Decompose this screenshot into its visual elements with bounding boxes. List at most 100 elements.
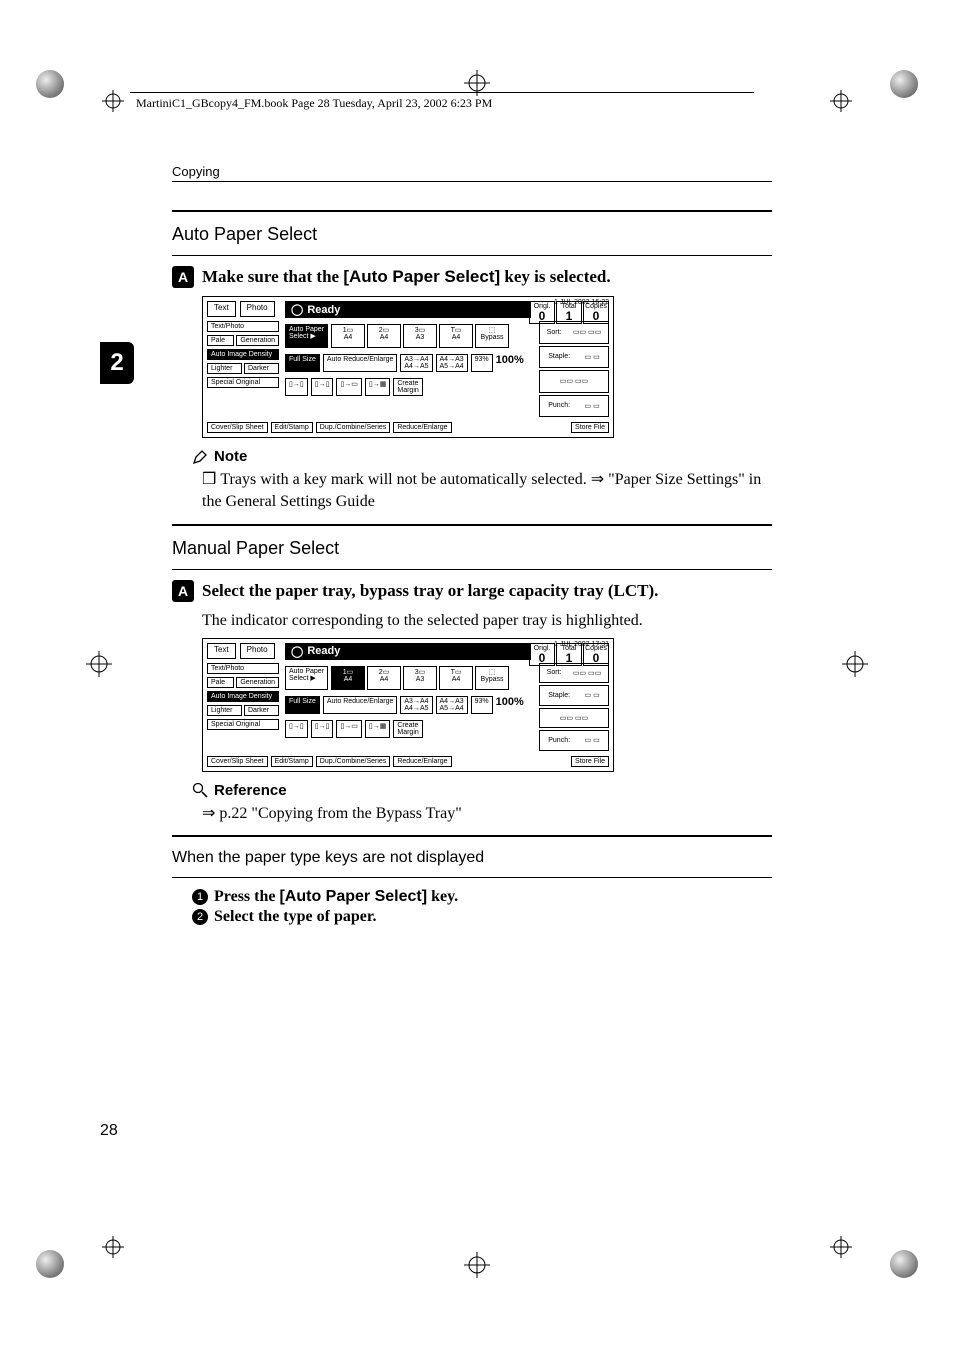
reference-heading: Reference bbox=[192, 782, 772, 799]
header-rule bbox=[130, 92, 754, 93]
page-number: 28 bbox=[100, 1122, 118, 1140]
ss-btn-auto-density: Auto Image Density bbox=[207, 691, 279, 702]
reference-text: p.22 "Copying from the Bypass Tray" bbox=[219, 805, 461, 822]
ss-btn-full-size: Full Size bbox=[285, 696, 320, 714]
step-1-body: The indicator corresponding to the selec… bbox=[202, 610, 772, 632]
ss-btn-pale: Pale bbox=[207, 335, 234, 346]
ss-punch: ▭▭ ▭▭ bbox=[539, 370, 609, 393]
ss-ratio-1: A3→A4 A4→A5 bbox=[400, 696, 432, 714]
ss-bottom-edit: Edit/Stamp bbox=[271, 422, 313, 433]
ss-btn-textphoto: Text/Photo bbox=[207, 321, 279, 332]
sub-text-pre: Press the bbox=[214, 888, 279, 905]
corner-ornament-br bbox=[890, 1250, 918, 1278]
ss-btn-lighter: Lighter bbox=[207, 363, 242, 374]
registration-mark-inner-br bbox=[828, 1234, 854, 1260]
note-heading: Note bbox=[192, 448, 772, 465]
ss-ready-text: Ready bbox=[307, 304, 340, 316]
ss-btn-pale: Pale bbox=[207, 677, 234, 688]
ss-tab-photo: Photo bbox=[240, 301, 275, 317]
ss-ready-text: Ready bbox=[307, 645, 340, 657]
step-1-text: Select the paper tray, bypass tray or la… bbox=[202, 580, 658, 602]
ss-create-margin: Create Margin bbox=[393, 378, 422, 396]
note-label: Note bbox=[214, 448, 247, 465]
ss-bottom-edit: Edit/Stamp bbox=[271, 756, 313, 767]
ss-btn-full-size: Full Size bbox=[285, 354, 320, 372]
ss-btn-auto-density: Auto Image Density bbox=[207, 349, 279, 360]
registration-mark-left bbox=[86, 651, 112, 677]
ss-tab-text: Text bbox=[207, 301, 236, 317]
ss-dup-2: ▯→▯ bbox=[311, 720, 334, 738]
ss-bottom-cover: Cover/Slip Sheet bbox=[207, 756, 268, 767]
ss-ratio-3: 93% bbox=[471, 696, 493, 714]
ss-bottom-reduce: Reduce/Enlarge bbox=[393, 422, 451, 433]
substep-1: 1 Press the [Auto Paper Select] key. bbox=[192, 888, 772, 906]
keycap-auto-paper-select: [Auto Paper Select] bbox=[343, 267, 500, 286]
reference-arrow: ⇒ bbox=[202, 805, 215, 822]
corner-ornament-bl bbox=[36, 1250, 64, 1278]
ss-bottom-cover: Cover/Slip Sheet bbox=[207, 422, 268, 433]
copier-panel-screenshot-2: 1 JUL 2002 17:31 Text Photo ◯ Ready Orig… bbox=[202, 638, 614, 772]
heading-manual-paper-select: Manual Paper Select bbox=[172, 538, 772, 559]
ss-staple: Staple:▭ ▭ bbox=[539, 346, 609, 369]
section-rule bbox=[172, 569, 772, 570]
ss-btn-special: Special Original bbox=[207, 719, 279, 730]
ss-dup-3: ▯→▭ bbox=[336, 378, 361, 396]
step-text-pre: Make sure that the bbox=[202, 267, 343, 286]
section-rule bbox=[172, 877, 772, 878]
ss-ready-bar: ◯ Ready bbox=[285, 301, 531, 318]
ss-sort: Sort:▭▭ ▭▭ bbox=[539, 321, 609, 344]
ss-dup-4: ▯→▦ bbox=[365, 720, 390, 738]
ss-dup-4: ▯→▦ bbox=[365, 378, 390, 396]
ss-dup-1: ▯→▯ bbox=[285, 720, 308, 738]
chapter-tab: 2 bbox=[100, 342, 134, 384]
ss-dup-1: ▯→▯ bbox=[285, 378, 308, 396]
ss-ready-bar: ◯ Ready bbox=[285, 643, 531, 660]
ss-btn-auto-paper-select: Auto Paper Select ▶ bbox=[285, 324, 328, 348]
ss-bottom-store: Store File bbox=[571, 756, 609, 767]
ss-zoom: 100% bbox=[496, 696, 524, 714]
ss-tray-2: 2▭A4 bbox=[367, 666, 401, 690]
ss-tab-text: Text bbox=[207, 643, 236, 659]
ss-btn-special: Special Original bbox=[207, 377, 279, 388]
ss-bottom-dup: Dup./Combine/Series bbox=[316, 422, 391, 433]
copier-panel-screenshot-1: 1 JUL 2002 16:22 Text Photo ◯ Ready Orig… bbox=[202, 296, 614, 438]
note-body: ❒Trays with a key mark will not be autom… bbox=[202, 469, 772, 514]
registration-mark-bottom bbox=[464, 1252, 490, 1278]
sub-text-post: key. bbox=[427, 888, 458, 905]
ss-tray-3: 3▭A3 bbox=[403, 666, 437, 690]
ss-tab-photo: Photo bbox=[240, 643, 275, 659]
ss-btn-auto-reduce: Auto Reduce/Enlarge bbox=[323, 696, 398, 714]
step-1-text: Make sure that the [Auto Paper Select] k… bbox=[202, 266, 611, 288]
registration-mark-inner-tl bbox=[100, 88, 126, 114]
ss-btn-textphoto: Text/Photo bbox=[207, 663, 279, 674]
ss-bottom-reduce: Reduce/Enlarge bbox=[393, 756, 451, 767]
ss-ratio-3: 93% bbox=[471, 354, 493, 372]
ss-ratio-2: A4→A3 A5→A4 bbox=[436, 696, 468, 714]
substep-2-text: Select the type of paper. bbox=[214, 908, 377, 926]
step-1-manual: A Select the paper tray, bypass tray or … bbox=[172, 580, 772, 602]
corner-ornament-tr bbox=[890, 70, 918, 98]
ss-tray-1: 1▭A4 bbox=[331, 324, 365, 348]
note-bullet: ❒ bbox=[202, 471, 216, 488]
ss-btn-lighter: Lighter bbox=[207, 705, 242, 716]
ss-staple: Staple:▭ ▭ bbox=[539, 685, 609, 706]
ss-sort: Sort:▭▭ ▭▭ bbox=[539, 663, 609, 684]
magnifier-icon bbox=[192, 782, 208, 798]
step-text-post: key is selected. bbox=[500, 267, 610, 286]
ss-punch2: Punch:▭ ▭ bbox=[539, 730, 609, 751]
heading-auto-paper-select: Auto Paper Select bbox=[172, 224, 772, 245]
ss-btn-generation: Generation bbox=[236, 677, 279, 688]
step-badge-1: A bbox=[172, 580, 194, 602]
corner-ornament-tl bbox=[36, 70, 64, 98]
ss-btn-darker: Darker bbox=[244, 705, 279, 716]
running-head: Copying bbox=[172, 164, 772, 179]
section-rule bbox=[172, 210, 772, 212]
ss-create-margin: Create Margin bbox=[393, 720, 422, 738]
reference-body: ⇒p.22 "Copying from the Bypass Tray" bbox=[202, 803, 772, 825]
reference-label: Reference bbox=[214, 782, 287, 799]
ss-tray-bypass: ⬚Bypass bbox=[475, 666, 509, 690]
ss-bottom-store: Store File bbox=[571, 422, 609, 433]
framemaker-stamp: MartiniC1_GBcopy4_FM.book Page 28 Tuesda… bbox=[136, 96, 492, 111]
section-rule bbox=[172, 524, 772, 526]
running-head-rule bbox=[172, 181, 772, 182]
